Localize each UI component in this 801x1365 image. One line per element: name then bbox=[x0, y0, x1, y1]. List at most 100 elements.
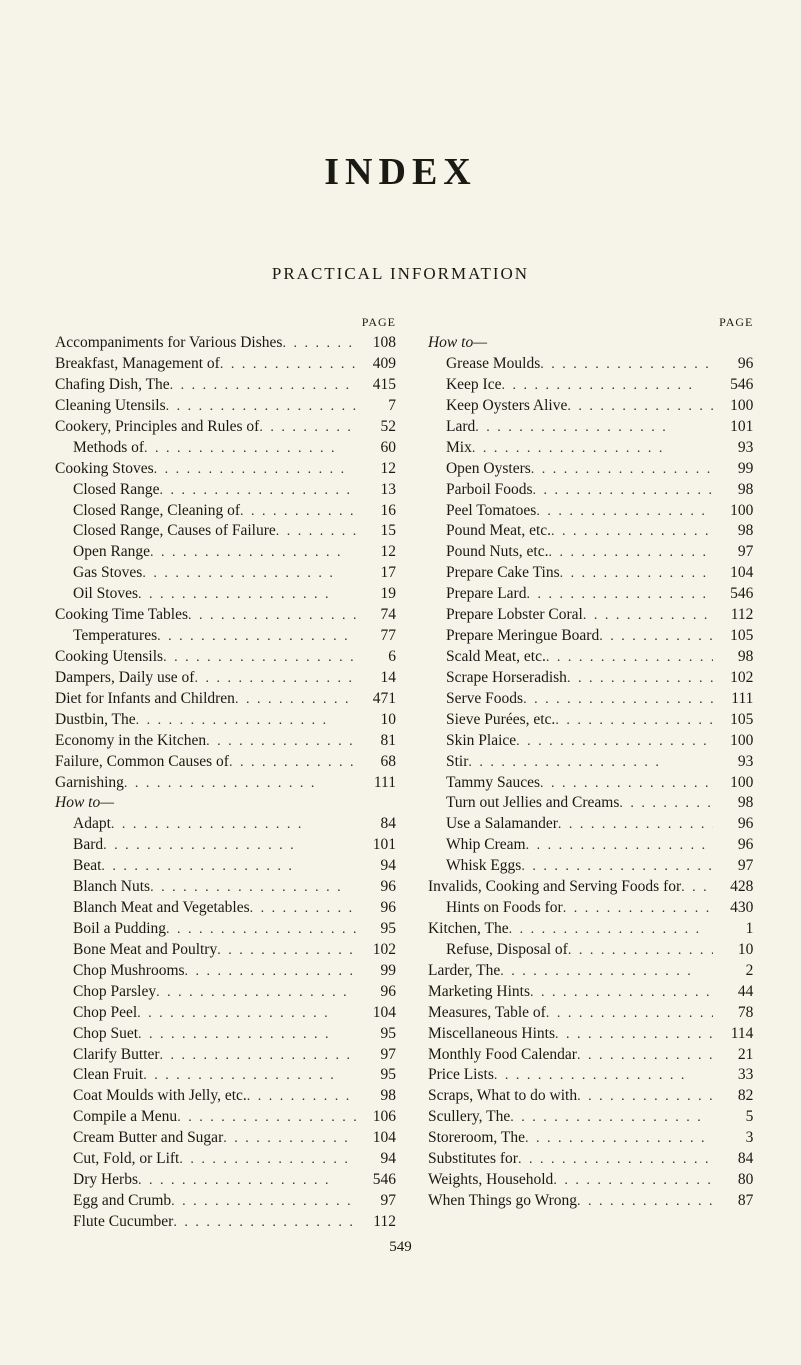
leader-dots bbox=[185, 961, 356, 982]
index-entry-page: 97 bbox=[356, 1191, 396, 1212]
index-entry-page: 546 bbox=[713, 584, 753, 605]
leader-dots bbox=[546, 647, 714, 668]
index-entry-page: 105 bbox=[713, 626, 753, 647]
leader-dots bbox=[160, 1045, 356, 1066]
leader-dots bbox=[546, 1003, 714, 1024]
index-entry-page: 96 bbox=[713, 354, 753, 375]
index-entry-label: Use a Salamander bbox=[428, 814, 558, 835]
index-entry-label: Hints on Foods for bbox=[428, 898, 563, 919]
index-entry-label: Prepare Lobster Coral bbox=[428, 605, 583, 626]
index-entry-label: Pound Nuts, etc. bbox=[428, 542, 548, 563]
index-entry-page: 17 bbox=[356, 563, 396, 584]
index-entry-page: 96 bbox=[356, 982, 396, 1003]
leader-dots bbox=[518, 1149, 713, 1170]
index-entry: Chop Parsley 96 bbox=[55, 982, 396, 1003]
index-heading: How to— bbox=[428, 333, 753, 354]
index-entry: When Things go Wrong87 bbox=[428, 1191, 753, 1212]
index-entry-page: 100 bbox=[713, 396, 753, 417]
index-entry: Measures, Table of78 bbox=[428, 1003, 753, 1024]
index-entry: Price Lists33 bbox=[428, 1065, 753, 1086]
index-entry-page: 10 bbox=[356, 710, 396, 731]
leader-dots bbox=[138, 584, 356, 605]
index-entry: Chafing Dish, The415 bbox=[55, 375, 396, 396]
leader-dots bbox=[136, 710, 356, 731]
index-entry-label: Mix bbox=[428, 438, 472, 459]
index-entry-label: Closed Range, Causes of Failure bbox=[55, 521, 276, 542]
index-entry-label: Closed Range bbox=[55, 480, 160, 501]
leader-dots bbox=[137, 1003, 356, 1024]
index-entry-page: 98 bbox=[356, 1086, 396, 1107]
index-entry-page: 100 bbox=[713, 773, 753, 794]
leader-dots bbox=[276, 521, 356, 542]
index-entry-page: 99 bbox=[713, 459, 753, 480]
leader-dots bbox=[500, 961, 713, 982]
index-entry: Failure, Common Causes of68 bbox=[55, 752, 396, 773]
index-entry-page: 15 bbox=[356, 521, 396, 542]
index-entry-page: 100 bbox=[713, 731, 753, 752]
leader-dots bbox=[555, 710, 713, 731]
index-entry: Parboil Foods98 bbox=[428, 480, 753, 501]
index-entry-page: 12 bbox=[356, 459, 396, 480]
index-entry-page: 96 bbox=[356, 877, 396, 898]
index-entry-label: Chop Parsley bbox=[55, 982, 156, 1003]
leader-dots bbox=[540, 773, 713, 794]
index-entry: Closed Range, Causes of Failure 15 bbox=[55, 521, 396, 542]
leader-dots bbox=[560, 563, 714, 584]
index-entry-label: Storeroom, The bbox=[428, 1128, 525, 1149]
index-entry-label: Whisk Eggs bbox=[428, 856, 521, 877]
index-entry-label: Egg and Crumb bbox=[55, 1191, 171, 1212]
leader-dots bbox=[247, 1086, 356, 1107]
leader-dots bbox=[599, 626, 713, 647]
index-entry: Open Oysters99 bbox=[428, 459, 753, 480]
index-entry-label: Measures, Table of bbox=[428, 1003, 546, 1024]
index-entry-page: 102 bbox=[713, 668, 753, 689]
leader-dots bbox=[179, 1149, 356, 1170]
index-entry-label: Flute Cucumber bbox=[55, 1212, 173, 1233]
index-entry-page: 96 bbox=[713, 814, 753, 835]
leader-dots bbox=[525, 1128, 713, 1149]
index-entry: Serve Foods111 bbox=[428, 689, 753, 710]
index-entry-label: Cream Butter and Sugar bbox=[55, 1128, 223, 1149]
index-entry: Closed Range, Cleaning of16 bbox=[55, 501, 396, 522]
index-entry-page: 82 bbox=[713, 1086, 753, 1107]
index-entry: Pound Meat, etc.98 bbox=[428, 521, 753, 542]
index-title: INDEX bbox=[55, 150, 746, 194]
index-entry: Use a Salamander 96 bbox=[428, 814, 753, 835]
leader-dots bbox=[156, 982, 356, 1003]
index-entry-page: 3 bbox=[713, 1128, 753, 1149]
index-entry-page: 94 bbox=[356, 1149, 396, 1170]
index-entry: Keep Oysters Alive100 bbox=[428, 396, 753, 417]
index-entry-page: 112 bbox=[713, 605, 753, 626]
index-entry-page: 546 bbox=[356, 1170, 396, 1191]
leader-dots bbox=[521, 856, 713, 877]
index-entry-label: Peel Tomatoes bbox=[428, 501, 536, 522]
leader-dots bbox=[526, 584, 713, 605]
index-entry-page: 104 bbox=[713, 563, 753, 584]
index-entry: Boil a Pudding95 bbox=[55, 919, 396, 940]
index-entry-label: Breakfast, Management of bbox=[55, 354, 220, 375]
index-entry: Whip Cream96 bbox=[428, 835, 753, 856]
index-entry: Cream Butter and Sugar104 bbox=[55, 1128, 396, 1149]
index-entry-label: Chafing Dish, The bbox=[55, 375, 170, 396]
leader-dots bbox=[567, 668, 713, 689]
leader-dots bbox=[540, 354, 713, 375]
index-entry-label: Serve Foods bbox=[428, 689, 523, 710]
index-entry: Dustbin, The 10 bbox=[55, 710, 396, 731]
index-entry: Tammy Sauces100 bbox=[428, 773, 753, 794]
leader-dots bbox=[577, 1045, 713, 1066]
index-entry: Garnishing111 bbox=[55, 773, 396, 794]
index-entry-label: Chop Suet bbox=[55, 1024, 138, 1045]
index-entry-label: Skin Plaice bbox=[428, 731, 516, 752]
index-entry-page: 12 bbox=[356, 542, 396, 563]
index-entry: Methods of60 bbox=[55, 438, 396, 459]
leader-dots bbox=[558, 814, 714, 835]
index-entry: Flute Cucumber112 bbox=[55, 1212, 396, 1233]
index-entry-page: 84 bbox=[356, 814, 396, 835]
index-entry-label: Dustbin, The bbox=[55, 710, 136, 731]
index-entry: Clean Fruit95 bbox=[55, 1065, 396, 1086]
index-entry-label: Scrape Horseradish bbox=[428, 668, 567, 689]
leader-dots bbox=[531, 459, 714, 480]
index-entry-page: 101 bbox=[713, 417, 753, 438]
leader-dots bbox=[523, 689, 713, 710]
index-entry-page: 96 bbox=[356, 898, 396, 919]
